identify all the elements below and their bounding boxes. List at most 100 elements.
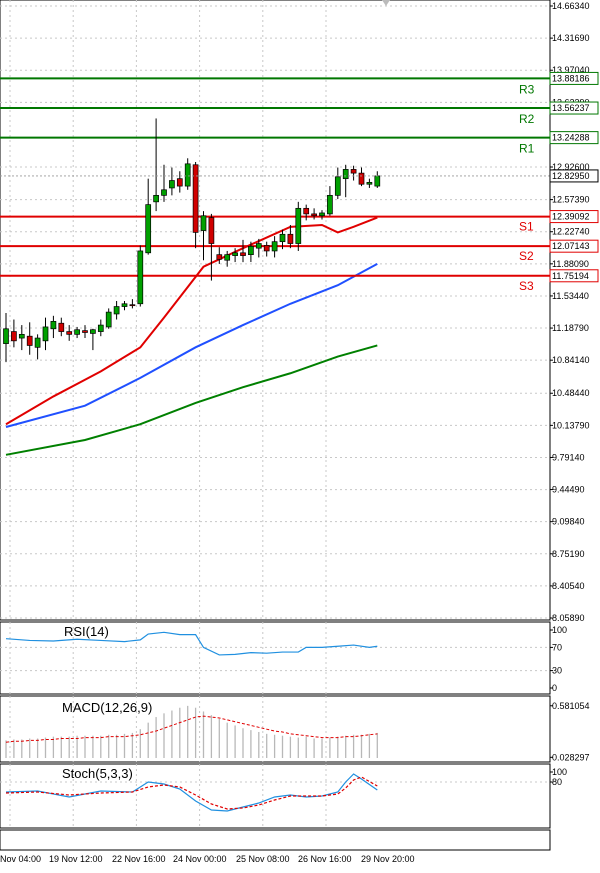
candle-body <box>224 254 231 261</box>
candle <box>366 178 373 188</box>
candle-body <box>295 207 302 244</box>
x-tick-label: 22 Nov 16:00 <box>112 854 166 864</box>
y-tick-label: 11.53440 <box>552 291 589 301</box>
candle <box>350 165 357 181</box>
y-tick-label: 0 <box>552 683 557 693</box>
candle-body <box>255 243 262 249</box>
y-tick-label: 14.31690 <box>552 33 590 43</box>
stoch-frame <box>0 763 551 829</box>
y-tick-label: 13.97040 <box>552 65 590 75</box>
candle-body <box>145 204 152 254</box>
level-tag-r1: R1 <box>519 142 535 156</box>
candle <box>303 204 310 221</box>
candle <box>200 211 207 261</box>
candle-body <box>58 322 65 332</box>
candle-body <box>263 245 270 252</box>
level-price-label: 13.88186 <box>552 73 590 83</box>
y-tick-label: 8.75190 <box>552 549 585 559</box>
level-price-box <box>549 239 599 253</box>
candle <box>161 164 167 202</box>
y-tick-label: 11.18790 <box>552 323 589 333</box>
rsi-series-line <box>5 631 378 656</box>
candle <box>145 178 152 255</box>
candle-body <box>82 330 88 333</box>
candle-body <box>279 233 286 243</box>
candle-body <box>200 215 207 231</box>
candle-body <box>129 304 136 307</box>
candle <box>208 213 215 281</box>
level-price-label: 11.75194 <box>552 271 589 281</box>
candle-body <box>350 169 357 174</box>
level-tag-s1: S1 <box>519 220 534 234</box>
rsi-frame <box>0 621 551 695</box>
time-axis: Nov 04:00 19 Nov 12:00 22 Nov 16:00 24 Nov … <box>0 854 415 864</box>
candle <box>97 319 104 337</box>
stoch-title: Stoch(5,3,3) <box>62 766 133 781</box>
y-tick-label: 80 <box>552 777 562 787</box>
level-tag-s2: S2 <box>519 249 534 263</box>
candle <box>311 208 317 220</box>
candle <box>90 328 96 351</box>
candle <box>105 308 112 329</box>
candle-body <box>34 337 41 348</box>
x-tick-label: 26 Nov 16:00 <box>298 854 352 864</box>
candle <box>279 229 286 250</box>
macd-panel: 0.581054 0.028297 MACD(12,26,9) <box>0 695 590 763</box>
candle-body <box>121 303 128 307</box>
candle-body <box>366 182 373 185</box>
y-tick-label: 12.22740 <box>552 227 590 237</box>
candle-body <box>66 331 73 335</box>
x-tick-label: 24 Nov 00:00 <box>173 854 227 864</box>
y-tick-label: 9.44490 <box>552 485 585 495</box>
candle-body <box>358 172 365 185</box>
candle-body <box>176 178 183 187</box>
candle <box>34 334 41 360</box>
level-price-box <box>549 71 599 85</box>
main-price-panel: 14.6634014.3169013.9704013.6239012.92600… <box>0 0 599 623</box>
y-tick-label: 70 <box>552 642 562 652</box>
y-tick-label: 100 <box>552 767 567 777</box>
level-price-box <box>549 101 599 115</box>
candle-body <box>153 194 159 203</box>
empty-panel <box>0 829 551 851</box>
candle <box>334 167 341 200</box>
current-price-label: 12.82950 <box>552 171 590 181</box>
candle <box>113 300 120 320</box>
candle-body <box>192 164 199 233</box>
level-tag-r2: R2 <box>519 112 535 126</box>
level-price-box <box>549 269 599 283</box>
candle-body <box>161 189 167 196</box>
x-tick-label: 29 Nov 20:00 <box>361 854 415 864</box>
empty-frame <box>0 829 551 851</box>
candle-body <box>240 252 246 256</box>
candle-body <box>271 241 278 252</box>
candle-body <box>327 194 333 215</box>
y-tick-label: 9.09840 <box>552 517 585 527</box>
candle-body <box>184 163 191 187</box>
current-price-box <box>549 169 599 183</box>
rsi-title: RSI(14) <box>64 624 109 639</box>
candle <box>58 317 65 337</box>
candle <box>232 248 238 263</box>
scroll-marker-icon <box>382 0 390 6</box>
candle <box>263 241 270 257</box>
candle-body <box>42 326 49 342</box>
candle <box>271 236 278 258</box>
candle <box>26 322 33 355</box>
candle <box>319 210 325 220</box>
y-tick-label: 12.57390 <box>552 195 590 205</box>
y-tick-label: 10.13790 <box>552 420 590 430</box>
level-price-box <box>549 131 599 145</box>
candle-body <box>97 324 104 332</box>
y-tick-label: 10.48440 <box>552 388 590 398</box>
candle <box>184 158 191 190</box>
y-tick-label: 100 <box>552 625 567 635</box>
level-price-box <box>549 210 599 224</box>
stoch-series-line <box>5 776 378 810</box>
candle-body <box>18 333 25 339</box>
y-tick-label: 8.05890 <box>552 613 585 623</box>
candle <box>295 201 302 251</box>
y-tick-label: 8.40540 <box>552 581 585 591</box>
